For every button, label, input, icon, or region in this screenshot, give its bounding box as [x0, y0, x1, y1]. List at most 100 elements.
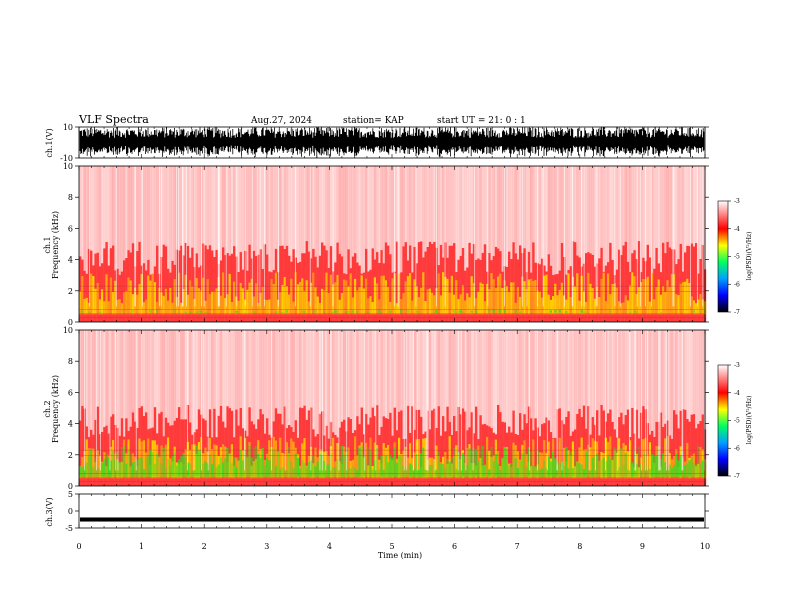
ch2-spectrogram-col-green [332, 467, 335, 477]
ch2-spectrogram-col-green [613, 447, 616, 477]
ch2-spectrogram-col-yellow [156, 444, 159, 479]
ch2-spectrogram-col-faint [587, 330, 590, 407]
ch2-spectrogram-col-faint [180, 330, 183, 420]
ch2-spectrogram-col-yellow [402, 450, 405, 479]
ch1-spectrogram-col-green [87, 311, 91, 313]
ch1-spectrogram-col-green [417, 311, 421, 313]
ch1-spectrogram-col-faint [252, 166, 256, 251]
ch2-spectrogram-col-faint [268, 330, 271, 435]
ch2-spectrogram-col-faint [98, 330, 102, 435]
ch1-spectrogram-col-red [83, 270, 86, 322]
ch2-spectrogram-col-yellow [228, 453, 231, 479]
ch2-spectrogram-col-green [149, 449, 152, 477]
ch1-spectrogram-col-yellow [299, 282, 302, 315]
ch1-spectrogram-col-red [569, 266, 572, 322]
ch2-spectrogram-col-faint [428, 330, 432, 430]
ch2-spectrogram-col-green [376, 447, 379, 477]
ch2-spectrogram-col-green [607, 455, 610, 477]
ch2-spectrogram-col-green [162, 447, 165, 477]
ch1-spectrogram-col-faint [629, 166, 632, 272]
ch2-spectrogram-col-faint [158, 330, 161, 414]
ch2-spectrogram-col-red [635, 409, 638, 486]
ch2-spectrogram-col-green [512, 449, 515, 477]
ch1-spectrogram-col-yellow [279, 292, 282, 315]
ch1-spectrogram-col-red [257, 254, 260, 322]
ch2-spectrogram-col-green [670, 467, 674, 477]
ch2-spectrogram-col-green [701, 460, 704, 477]
ch1-spectrogram-col-yellow [378, 299, 381, 315]
ch1-spectrogram-col-yellow [552, 296, 555, 315]
ch2-spectrogram-col-green [679, 455, 682, 477]
ch2-spectrogram-col-faint [171, 330, 174, 426]
ch1-spectrogram-col-red [145, 270, 148, 322]
ch2-spectrogram-col-green [237, 457, 240, 477]
ch1-spectrogram-col-yellow [417, 297, 421, 315]
ch1-spectrogram-col-red [235, 256, 238, 322]
ch1-spectrogram-col-yellow [475, 298, 478, 315]
ch2-spectrogram-col-red [611, 421, 614, 486]
ch1-spectrogram-col-yellow [169, 287, 172, 315]
ch2-spectrogram-col-green [301, 460, 304, 477]
ch1-spectrogram-col-red [475, 259, 478, 322]
ch1-spectrogram-col-red [167, 268, 170, 322]
ch1-spectrogram-col-yellow [530, 278, 533, 315]
ch2-spectrogram-col-faint [338, 330, 341, 428]
ch2-spectrogram-col-faint [475, 330, 478, 407]
ch2-spectrogram-col-yellow [129, 466, 132, 479]
ch2-spectrogram-col-faint [378, 330, 381, 436]
ch1-volt-ylabel: ch.1(V) [45, 128, 54, 157]
ch1-spectrogram-col-green [120, 310, 124, 313]
colorbar-tick-label: -5 [734, 418, 740, 425]
ch2-spectrogram-col-green [543, 460, 546, 477]
ch1-spectrogram-col-faint [433, 166, 436, 242]
ch2-spectrogram-col-red [94, 420, 97, 486]
ch1-spectrogram-col-faint [541, 166, 544, 259]
ch2-spectrogram-col-faint [193, 330, 196, 433]
ch1-spectrogram-col-red [635, 258, 638, 322]
time-tick-label: 0 [76, 542, 81, 551]
ch2-spectrogram-col-yellow [490, 457, 493, 479]
ch1-spectrogram-col-faint [431, 166, 434, 244]
ch1-spectrogram-col-yellow [600, 278, 603, 315]
ch2-spectrogram-col-yellow [593, 440, 597, 479]
ch1-spectrogram-col-yellow [637, 287, 641, 315]
ch2-spectrogram-col-yellow [382, 443, 385, 479]
ch2-spectrogram-col-red [158, 413, 161, 486]
ch2-spectrogram-col-faint [527, 330, 531, 407]
ch1-spectrogram-col-yellow [343, 279, 346, 315]
ch1-spectrogram-col-faint [338, 166, 341, 254]
ch1-spectrogram-col-faint [376, 166, 379, 253]
ch2-spectrogram-col-yellow [96, 449, 99, 479]
ch2-spectrogram-col-faint [327, 330, 330, 439]
ch2-spectrogram-col-green [167, 459, 170, 477]
ch1-spectrogram-col-yellow [94, 288, 97, 315]
ch1-spectrogram-col-yellow [263, 299, 267, 315]
ch1-spectrogram-col-yellow [505, 286, 509, 315]
ch1-spectrogram-col-red [618, 249, 621, 322]
ch2-spectrogram-col-green [545, 468, 548, 477]
ch2-spectrogram-col-green [637, 446, 641, 477]
ch2-spectrogram-col-yellow [277, 451, 280, 479]
ch1-spectrogram-col-green [435, 310, 438, 313]
ch2-spectrogram-col-red [464, 411, 467, 486]
ch2-spectrogram-col-green [428, 465, 432, 477]
ch2-spectrogram-col-green [653, 454, 656, 477]
ch1-spectrogram-col-green [400, 309, 403, 313]
ch2-spectrogram-col-green [629, 462, 632, 477]
ch1-spectrogram-col-yellow [490, 273, 493, 315]
ch2-spectrogram-col-green [486, 452, 489, 477]
ch1-spectrogram-col-yellow [611, 284, 614, 315]
ch2-spectrogram-col-faint [255, 330, 258, 429]
ch3-waveform-ytick-label: 5 [68, 490, 73, 499]
ch2-spectrogram-col-green [389, 454, 392, 477]
ch1-spectrogram-col-yellow [92, 276, 95, 315]
ch2-spectrogram-col-faint [307, 330, 311, 411]
ch2-spectrogram-col-yellow [699, 446, 702, 479]
ch2-spectrogram-col-yellow [455, 445, 458, 479]
ch2-spectrogram-col-green [409, 463, 412, 477]
ch2-spectrogram-col-yellow [618, 438, 621, 479]
ch2-spectrogram-col-faint [263, 330, 267, 434]
ch1-spectrogram-col-yellow [461, 285, 465, 315]
ch1-spectrogram-col-faint [556, 166, 559, 274]
ch1-spectrogram-col-faint [415, 166, 418, 264]
